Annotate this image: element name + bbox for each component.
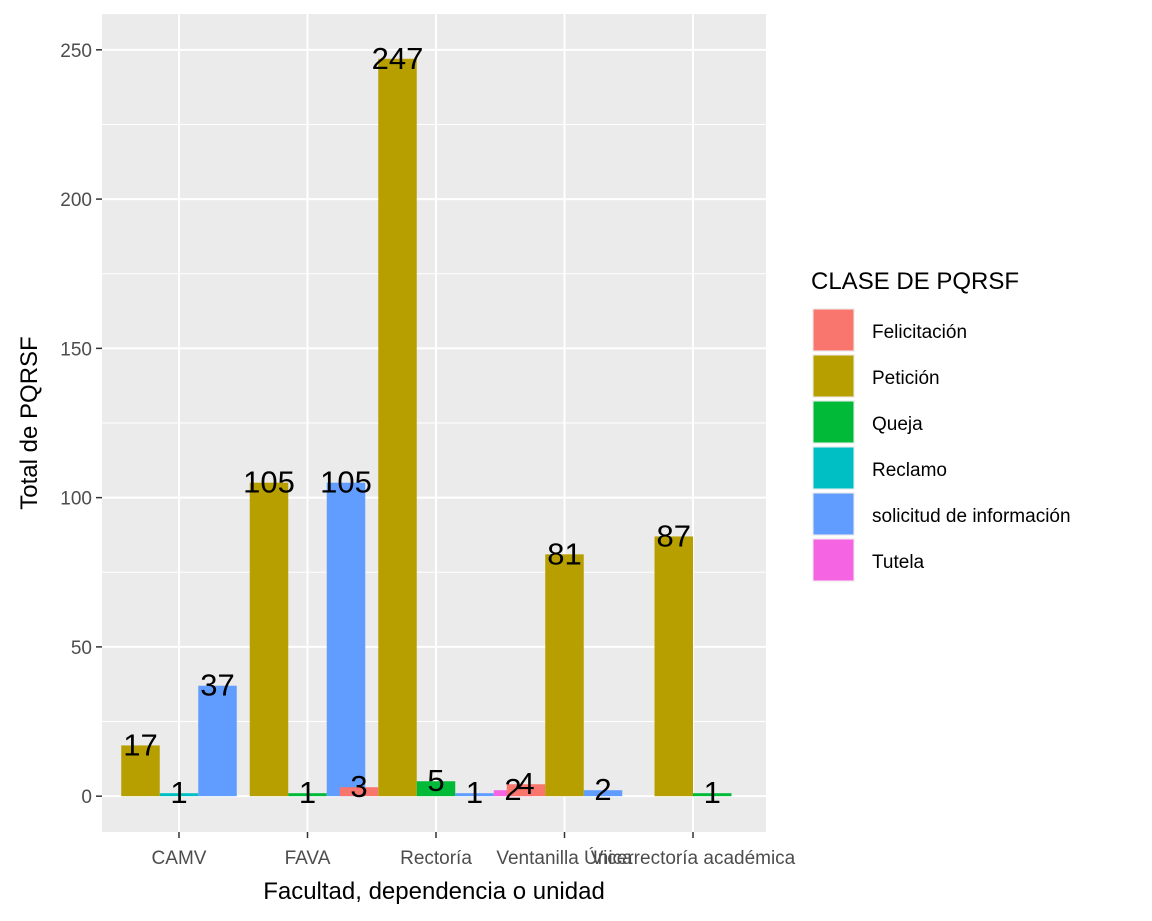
bar-value-label: 2 xyxy=(594,772,611,807)
legend: CLASE DE PQRSF Felicitación Petición Queja… xyxy=(811,268,1071,582)
bar xyxy=(545,554,584,797)
bar xyxy=(121,745,160,797)
x-axis-title: Facultad, dependencia o unidad xyxy=(263,878,605,905)
bar-value-label: 37 xyxy=(200,668,234,703)
bar xyxy=(159,793,199,797)
bar xyxy=(583,790,623,797)
bar-value-label: 105 xyxy=(243,465,295,500)
bar xyxy=(339,787,379,797)
bar xyxy=(288,793,327,797)
bar-value-label: 5 xyxy=(427,763,444,798)
bar xyxy=(654,536,693,797)
bar xyxy=(455,793,494,797)
x-axis: CAMV FAVA Rectoría Ventanilla ÚnicaVicerrec… xyxy=(152,832,796,869)
y-tick-label: 0 xyxy=(81,787,92,808)
x-tick-label: Rectoría xyxy=(400,848,472,869)
x-tick-label: Ventanilla Única xyxy=(496,847,633,869)
bar-value-label: 1 xyxy=(299,775,316,810)
legend-swatch xyxy=(813,401,854,443)
legend-swatch xyxy=(813,447,854,489)
legend-swatch xyxy=(813,493,854,535)
legend-label: Queja xyxy=(872,414,923,435)
y-tick-label: 100 xyxy=(60,489,92,510)
legend-label: solicitud de información xyxy=(872,506,1071,527)
bar xyxy=(693,793,732,797)
bar-value-label: 4 xyxy=(517,766,534,801)
legend-swatch xyxy=(813,309,854,351)
legend-label: Reclamo xyxy=(872,460,947,481)
bar-value-label: 105 xyxy=(320,465,372,500)
y-tick-label: 200 xyxy=(60,190,92,211)
legend-title: CLASE DE PQRSF xyxy=(811,268,1019,295)
legend-label: Felicitación xyxy=(872,322,967,343)
bar xyxy=(378,58,417,797)
x-tick-label: Vicerrectoría académica xyxy=(591,848,796,869)
bars xyxy=(121,58,732,797)
bar xyxy=(416,781,456,797)
y-tick-label: 150 xyxy=(60,339,92,360)
bar-value-label: 3 xyxy=(350,769,367,804)
legend-swatch xyxy=(813,355,854,397)
bar xyxy=(249,482,289,797)
bar-value-label: 2 xyxy=(504,772,521,807)
legend-label: Petición xyxy=(872,368,940,389)
bar-value-label: 87 xyxy=(657,518,691,553)
legend-label: Tutela xyxy=(872,552,925,573)
grid-major xyxy=(102,14,766,832)
bar xyxy=(198,685,237,797)
x-tick-label: FAVA xyxy=(285,848,331,869)
y-tick-label: 50 xyxy=(71,638,92,659)
bar-value-label: 247 xyxy=(372,41,424,76)
y-axis: 0 50 100 150 200 250 xyxy=(60,41,102,808)
x-tick-label: CAMV xyxy=(152,848,207,869)
bar xyxy=(506,784,546,797)
bar xyxy=(326,482,366,797)
bar-value-label: 1 xyxy=(466,775,483,810)
legend-swatch xyxy=(813,539,854,581)
y-tick-label: 250 xyxy=(60,41,92,62)
bar-value-label: 1 xyxy=(170,775,187,810)
y-axis-title: Total de PQRSF xyxy=(16,336,43,509)
bar-value-label: 1 xyxy=(704,775,721,810)
bar-value-label: 81 xyxy=(547,536,581,571)
bar-value-label: 17 xyxy=(123,727,157,762)
